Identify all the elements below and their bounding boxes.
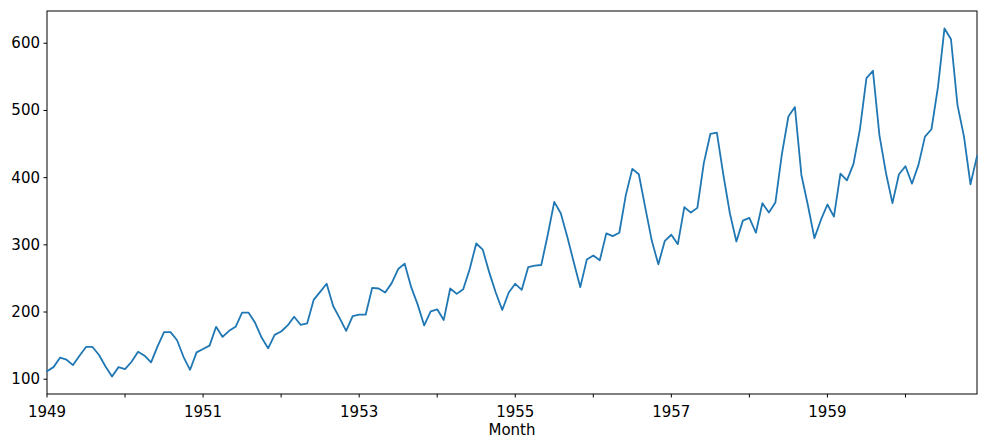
y-axis: 100 200 300 400 500 600 bbox=[11, 34, 47, 388]
x-tick-label: 1959 bbox=[808, 403, 846, 421]
figure: 100200300400500600 194919511953195519571… bbox=[0, 0, 986, 448]
data-series-line bbox=[47, 28, 977, 376]
x-tick-label: 1953 bbox=[340, 403, 378, 421]
plot-area bbox=[47, 11, 977, 394]
y-tick-label: 100 bbox=[11, 370, 40, 388]
x-tick-label: 1957 bbox=[652, 403, 690, 421]
y-tick-label: 200 bbox=[11, 303, 40, 321]
x-tick-label: 1951 bbox=[184, 403, 222, 421]
y-tick-label: 500 bbox=[11, 101, 40, 119]
y-tick-label: 300 bbox=[11, 236, 40, 254]
x-tick-label: 1955 bbox=[496, 403, 534, 421]
plot-border bbox=[47, 11, 977, 394]
x-tick-label: 1949 bbox=[28, 403, 66, 421]
y-tick-label: 400 bbox=[11, 169, 40, 187]
line-chart: 100200300400500600 194919511953195519571… bbox=[0, 0, 986, 448]
y-tick-label: 600 bbox=[11, 34, 40, 52]
x-axis: 1949 1951 1953 1955 1957 1959 bbox=[28, 394, 906, 421]
x-axis-label: Month bbox=[488, 421, 535, 439]
